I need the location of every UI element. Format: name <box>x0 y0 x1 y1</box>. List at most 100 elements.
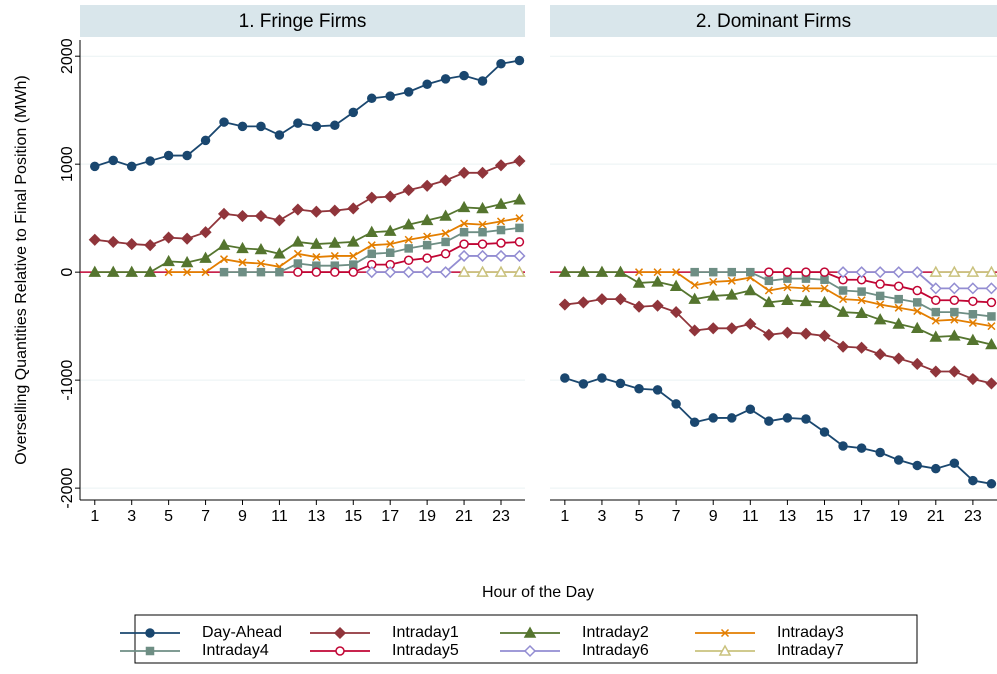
marker <box>476 201 489 214</box>
marker <box>107 235 120 248</box>
marker <box>558 298 571 311</box>
marker <box>873 313 887 325</box>
marker <box>708 413 718 423</box>
marker <box>968 296 978 307</box>
x-tick-label: 11 <box>271 508 288 525</box>
series-line <box>639 271 992 328</box>
legend-marker <box>720 628 730 638</box>
marker <box>162 254 175 267</box>
marker <box>875 447 885 458</box>
legend-marker <box>523 626 537 638</box>
marker <box>669 279 683 291</box>
marker <box>910 321 924 334</box>
marker <box>838 441 848 451</box>
marker <box>968 475 978 486</box>
marker <box>457 200 471 213</box>
marker <box>632 276 646 288</box>
marker <box>367 241 376 250</box>
marker <box>402 218 415 230</box>
x-tick-label: 5 <box>164 508 173 525</box>
legend-label: Intraday2 <box>582 624 649 641</box>
marker <box>985 377 997 390</box>
x-tick-label: 23 <box>964 508 982 525</box>
marker <box>801 267 811 277</box>
marker <box>856 443 867 453</box>
marker <box>422 253 432 263</box>
marker <box>597 373 607 383</box>
marker <box>384 190 397 203</box>
x-tick-label: 9 <box>709 508 718 525</box>
marker <box>459 227 469 237</box>
marker <box>349 251 358 260</box>
marker <box>162 231 175 244</box>
marker <box>688 324 701 337</box>
marker <box>950 307 959 317</box>
marker <box>894 294 903 304</box>
marker <box>651 275 664 287</box>
marker <box>440 74 451 84</box>
legend-label: Intraday3 <box>777 624 844 641</box>
marker <box>948 329 961 341</box>
marker <box>727 276 736 285</box>
marker <box>367 249 376 259</box>
marker <box>496 217 506 226</box>
legend-label: Intraday1 <box>392 624 459 641</box>
marker <box>404 235 413 244</box>
marker <box>293 118 303 128</box>
marker <box>634 268 644 277</box>
marker <box>275 267 284 277</box>
marker <box>201 268 210 277</box>
legend-label: Intraday5 <box>392 642 459 659</box>
marker <box>494 249 508 263</box>
marker <box>238 267 247 277</box>
marker <box>966 373 979 386</box>
marker <box>328 204 341 217</box>
marker <box>477 239 488 249</box>
marker <box>330 251 339 260</box>
marker <box>125 238 138 251</box>
marker <box>496 225 506 235</box>
marker <box>615 378 626 389</box>
x-tick-label: 11 <box>742 508 759 525</box>
marker <box>293 267 303 277</box>
marker <box>477 76 488 86</box>
marker <box>762 328 775 341</box>
marker <box>948 282 961 295</box>
marker <box>219 255 229 264</box>
marker <box>423 232 432 241</box>
x-tick-label: 21 <box>455 508 473 525</box>
marker <box>421 266 434 279</box>
marker <box>441 229 450 238</box>
legend-label: Day-Ahead <box>202 624 282 641</box>
marker <box>819 427 830 437</box>
marker <box>985 282 997 295</box>
x-tick-label: 21 <box>927 508 945 525</box>
marker <box>764 276 774 286</box>
marker <box>385 248 395 257</box>
marker <box>164 268 173 277</box>
marker <box>254 209 268 223</box>
marker <box>912 298 922 307</box>
marker <box>671 399 681 409</box>
marker <box>236 241 249 254</box>
marker <box>727 267 737 277</box>
marker <box>929 365 942 378</box>
marker <box>986 479 997 489</box>
marker <box>632 300 646 313</box>
x-tick-label: 17 <box>853 508 871 525</box>
marker <box>744 283 757 296</box>
marker <box>256 267 266 277</box>
marker <box>422 240 432 250</box>
marker <box>125 265 138 277</box>
marker <box>893 455 904 465</box>
marker <box>764 286 773 295</box>
marker <box>349 260 358 269</box>
marker <box>514 237 525 247</box>
x-tick-label: 15 <box>816 508 834 525</box>
marker <box>386 240 395 249</box>
marker <box>182 150 192 161</box>
marker <box>237 121 248 132</box>
marker <box>652 385 663 395</box>
